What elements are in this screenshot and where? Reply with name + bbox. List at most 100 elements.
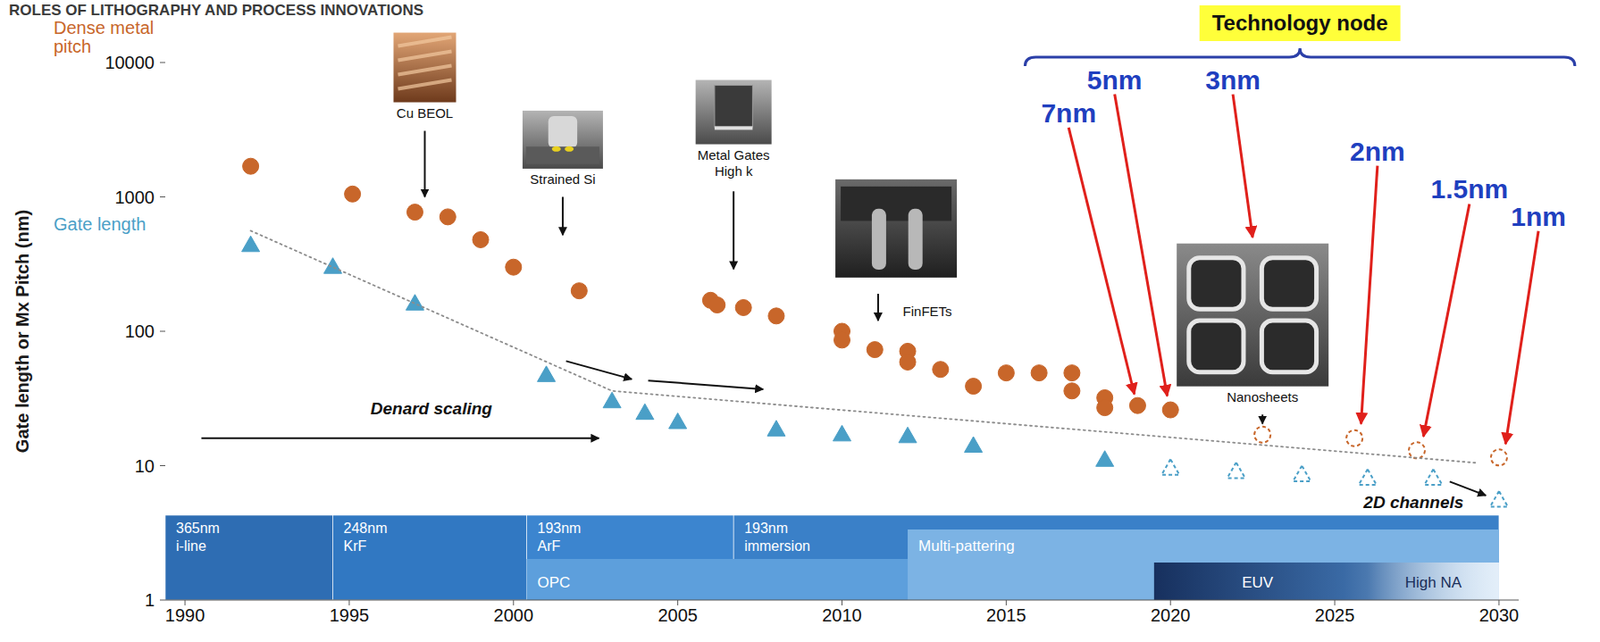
triangle-point [324, 258, 343, 275]
annotation-arrow [1261, 414, 1264, 424]
annotation: 2D channels [1362, 493, 1464, 512]
annotation-arrow [201, 437, 599, 440]
header-box: Technology node [1199, 5, 1401, 42]
node-label: 2nm [1349, 136, 1406, 167]
circle-point [570, 283, 587, 300]
triangle-point [1227, 462, 1246, 479]
photo-bg [393, 33, 456, 103]
text-line: Metal Gates [697, 147, 771, 163]
y-tick [159, 465, 166, 467]
x-tick-label: 2025 [1315, 605, 1356, 626]
text-line: KrF [343, 538, 368, 554]
circle-point [1063, 365, 1081, 382]
triangle-point [1096, 451, 1115, 468]
title: ROLES OF LITHOGRAPHY AND PROCESS INNOVAT… [8, 1, 424, 19]
y-tick [159, 600, 166, 602]
circle-point [1491, 449, 1508, 466]
litho-technique [1154, 562, 1500, 601]
y-tick-label: 1 [144, 590, 155, 611]
photo-detail [548, 116, 578, 149]
series-label: Dense metalpitch [53, 17, 154, 57]
inset-caption: Cu BEOL [396, 105, 453, 121]
node-arrow [1423, 203, 1469, 436]
circle-point [1346, 430, 1363, 447]
node-arrow [1232, 94, 1253, 238]
y-tick [159, 331, 166, 333]
circle-point [1030, 365, 1048, 382]
photo-bg [835, 179, 957, 278]
node-arrow [1114, 94, 1168, 397]
y-tick [159, 62, 166, 64]
x-tick-label: 2020 [1150, 605, 1191, 626]
circle-point [242, 158, 260, 175]
circle-point [1162, 402, 1179, 419]
photo-detail [564, 146, 574, 152]
y-tick-label: 1000 [115, 187, 156, 208]
circle-point [439, 209, 456, 226]
plot-data [242, 158, 1508, 507]
inset-caption: Metal GatesHigh k [697, 147, 771, 179]
photo-bg [1176, 243, 1329, 387]
photo-detail [1261, 258, 1316, 310]
y-tick-label: 100 [125, 321, 155, 342]
annotation-arrow [423, 131, 426, 198]
node-label: 5nm [1087, 65, 1143, 95]
text-line: Nanosheets [1226, 389, 1299, 405]
circle-point [1254, 427, 1271, 444]
annotation-arrow [561, 197, 564, 236]
text-line: High k [714, 163, 754, 179]
text-line: 193nm [744, 520, 788, 537]
photo-bg [522, 110, 604, 169]
circle-point [834, 332, 851, 349]
photo [522, 110, 604, 169]
triangle-point [669, 413, 687, 430]
circle-point [709, 297, 726, 314]
inset-caption: Nanosheets [1226, 389, 1299, 405]
annotation-arrow [566, 360, 633, 379]
circle-point [997, 365, 1014, 382]
inset-caption: FinFETs [903, 303, 953, 319]
litho-technique-label: EUV [1241, 574, 1274, 592]
photo [393, 33, 456, 103]
photo-detail [871, 209, 887, 270]
text-line: Cu BEOL [396, 105, 453, 121]
photo-detail [908, 209, 923, 270]
photo-detail [397, 80, 452, 90]
photo-detail [714, 125, 754, 130]
y-tick-label: 10 [134, 456, 155, 477]
triangle-point [537, 366, 556, 383]
text-line: pitch [53, 36, 92, 57]
litho-tool [165, 515, 334, 601]
header-bg [1199, 5, 1401, 42]
litho-tool-label: 365nmi-line [175, 520, 220, 554]
triangle-point [1358, 469, 1377, 486]
triangle-point [964, 436, 983, 453]
litho-technique [907, 529, 1500, 601]
circle-point [965, 378, 982, 395]
text-line: ArF [536, 538, 561, 554]
triangle-point [242, 235, 260, 252]
photo [835, 179, 957, 278]
triangle-point [1161, 459, 1180, 476]
y-tick [159, 196, 166, 198]
lithography-band: 365nmi-line248nmKrF193nmArF193nmimmersio… [165, 515, 1500, 601]
text-line: 365nm [175, 520, 220, 537]
triangle-point [603, 392, 621, 409]
x-tick-label: 1995 [329, 605, 370, 626]
photo-detail [397, 66, 452, 76]
x-tick-label: 2000 [494, 605, 535, 626]
litho-technique [1367, 562, 1500, 601]
x-tick-label: 1990 [165, 605, 206, 626]
triangle-point [1424, 469, 1442, 486]
photo [1176, 243, 1329, 387]
circle-point [866, 342, 883, 359]
brace [1024, 48, 1575, 67]
photo-detail [552, 146, 562, 152]
text-line: immersion [744, 538, 811, 554]
circle-point [932, 361, 949, 378]
node-arrow [1505, 231, 1539, 444]
axes: 1990199520002005201020152020202520301101… [12, 52, 1519, 626]
text-line: 248nm [343, 520, 388, 537]
circle-point [472, 231, 489, 248]
x-tick-label: 2010 [821, 605, 863, 626]
